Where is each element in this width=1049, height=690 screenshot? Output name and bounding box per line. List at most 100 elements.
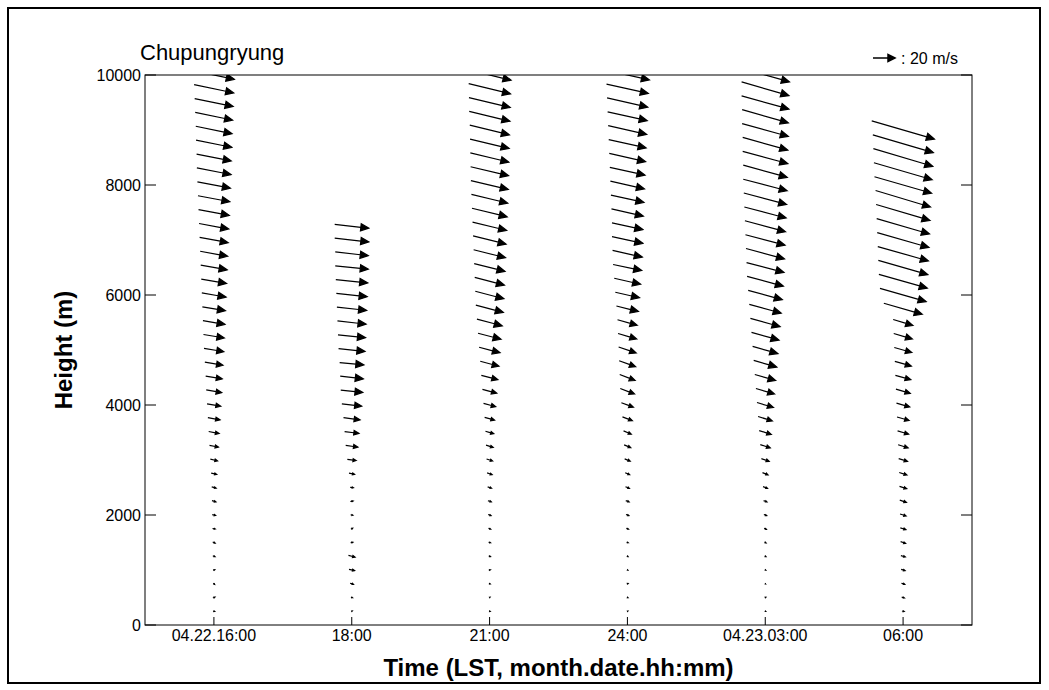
wind-vector (605, 75, 649, 82)
wind-vector (489, 597, 491, 599)
wind-vector (479, 347, 500, 354)
wind-vector (478, 333, 501, 341)
x-tick (765, 617, 766, 625)
wind-vector (480, 361, 499, 367)
wind-vector (474, 264, 505, 273)
x-tick-label: 04.23.03:00 (723, 627, 808, 644)
wind-vector (626, 610, 628, 612)
wind-vector (750, 318, 780, 328)
wind-vector (194, 85, 234, 95)
wind-vector (612, 223, 643, 231)
wind-vector (488, 487, 492, 488)
wind-vector (350, 487, 353, 488)
wind-vector (879, 274, 927, 289)
outer-frame (8, 8, 1040, 683)
wind-vector (742, 82, 789, 97)
wind-vector (351, 597, 353, 599)
y-tick-right (961, 405, 972, 406)
wind-vector (754, 360, 777, 368)
wind-vector (626, 569, 628, 571)
x-tick (351, 617, 352, 625)
wind-vector (335, 224, 369, 231)
wind-vector (471, 167, 509, 178)
wind-vector (213, 555, 215, 557)
x-axis-title: Time (LST, month.date.hh:mm) (383, 654, 733, 681)
wind-vector (198, 196, 230, 204)
y-tick-label: 6000 (105, 287, 141, 304)
wind-vector (336, 279, 368, 286)
reference-vector (873, 55, 895, 62)
wind-vector (616, 306, 638, 313)
wind-vector (902, 597, 905, 598)
chart-container: 020004000600080001000004.22.16:0018:0021… (0, 0, 1049, 690)
wind-vector (627, 597, 628, 599)
wind-vector (765, 569, 766, 571)
wind-vector (627, 583, 628, 585)
wind-vector (482, 389, 496, 394)
wind-vector (620, 389, 634, 395)
plot-frame (145, 75, 972, 625)
wind-vector (764, 528, 766, 529)
wind-vector (901, 583, 904, 584)
wind-vector (342, 402, 362, 408)
wind-vector (477, 319, 502, 327)
y-tick (145, 185, 156, 186)
wind-vector (873, 149, 932, 168)
y-tick (145, 75, 156, 76)
wind-vector (747, 276, 783, 287)
wind-vector (626, 514, 629, 515)
wind-vector (471, 181, 508, 191)
wind-vector (744, 207, 786, 219)
wind-vector (763, 473, 769, 475)
wind-vector (897, 417, 909, 421)
wind-vector (625, 459, 631, 461)
y-tick-label: 0 (132, 617, 141, 634)
wind-vector (625, 487, 629, 489)
wind-vector (611, 195, 644, 204)
profile (335, 224, 369, 612)
wind-vector (351, 514, 353, 516)
wind-vector (746, 249, 785, 261)
wind-vector (195, 112, 232, 122)
wind-vector (619, 347, 637, 354)
wind-vector (612, 237, 643, 245)
y-tick-label: 2000 (105, 507, 141, 524)
wind-vector (893, 319, 913, 326)
wind-vector (626, 528, 628, 530)
y-tick-right (961, 75, 972, 76)
profile (468, 75, 511, 611)
wind-vector (745, 221, 786, 233)
wind-vector (618, 320, 638, 327)
wind-vector (196, 126, 232, 135)
wind-vector (473, 236, 506, 246)
wind-vector (201, 279, 226, 286)
wind-vector (749, 304, 781, 314)
wind-vector (484, 403, 496, 407)
wind-vector (759, 431, 771, 435)
wind-vector (345, 431, 359, 436)
wind-vector (489, 583, 490, 585)
wind-vector (472, 208, 507, 218)
wind-vector (621, 403, 633, 408)
profile (194, 75, 235, 612)
wind-vector (470, 153, 509, 164)
wind-vector (350, 583, 353, 584)
profile (741, 75, 789, 611)
wind-vector (487, 473, 492, 475)
wind-vector (197, 154, 232, 163)
wind-vector (743, 165, 787, 178)
wind-vector (203, 320, 225, 327)
wind-vector (901, 569, 905, 570)
wind-vector (763, 487, 767, 489)
wind-vector (473, 222, 507, 232)
wind-vector (745, 235, 785, 247)
wind-vector (489, 569, 491, 571)
chart: 020004000600080001000004.22.16:0018:0021… (0, 0, 1049, 690)
wind-vector (764, 541, 766, 543)
wind-vector (747, 263, 784, 274)
x-tick-label: 21:00 (470, 627, 510, 644)
wind-vector (899, 473, 907, 476)
wind-vector (213, 528, 216, 530)
wind-vector (627, 542, 629, 544)
wind-vector (489, 610, 490, 612)
